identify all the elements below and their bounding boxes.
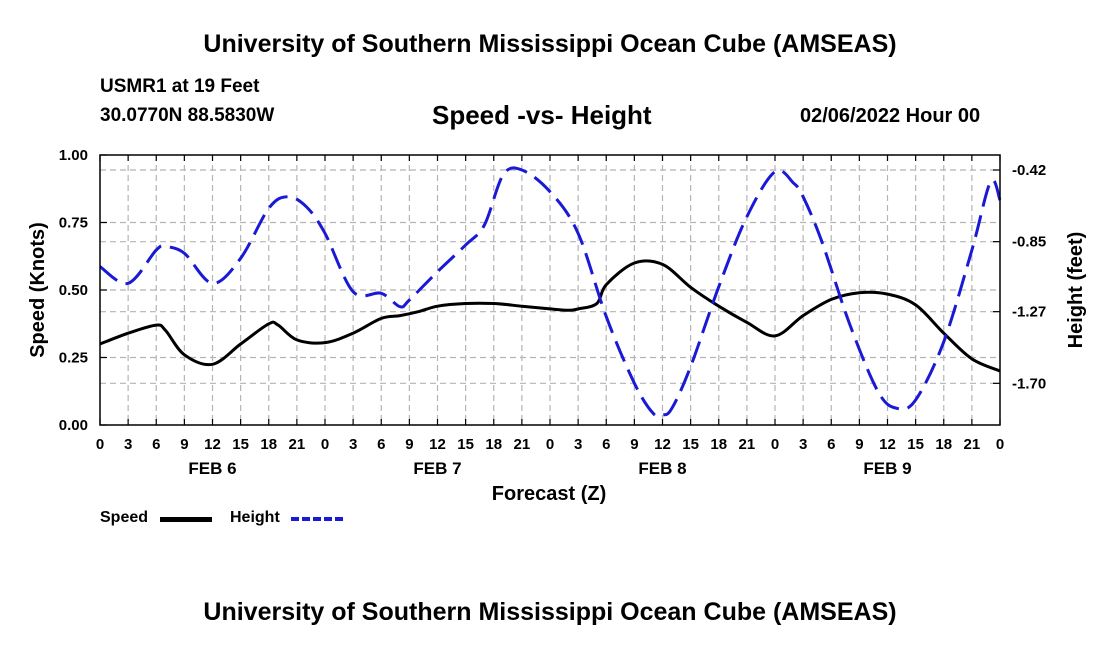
x-tick-label: 3 xyxy=(349,436,357,453)
height-series-line xyxy=(99,166,1002,418)
y2-tick-label: -1.70 xyxy=(1012,375,1046,392)
x-tick-label: 0 xyxy=(321,436,329,453)
y2-tick-label: -0.42 xyxy=(1012,162,1046,179)
y2-tick-label: -0.85 xyxy=(1012,234,1046,251)
y2-axis-title: Height (feet) xyxy=(1065,232,1087,349)
legend-speed-swatch xyxy=(160,517,212,522)
x-tick-label: 12 xyxy=(879,436,896,453)
x-tick-label: 3 xyxy=(799,436,807,453)
x-tick-label: 12 xyxy=(429,436,446,453)
x-tick-label: 6 xyxy=(152,436,160,453)
x-tick-label: 12 xyxy=(654,436,671,453)
station-name: USMR1 at 19 Feet xyxy=(100,76,260,97)
x-tick-label: 18 xyxy=(260,436,277,453)
x-tick-label: 9 xyxy=(855,436,863,453)
y-axis-title: Speed (Knots) xyxy=(27,222,49,358)
day-label: FEB 6 xyxy=(188,459,236,478)
day-label: FEB 7 xyxy=(413,459,461,478)
x-tick-label: 18 xyxy=(935,436,952,453)
x-tick-label: 0 xyxy=(996,436,1004,453)
x-tick-label: 12 xyxy=(204,436,221,453)
x-tick-label: 6 xyxy=(827,436,835,453)
x-tick-label: 9 xyxy=(405,436,413,453)
y-tick-label: 1.00 xyxy=(59,147,88,164)
x-tick-label: 6 xyxy=(377,436,385,453)
legend-speed-label: Speed xyxy=(100,509,149,526)
axis-ticks: 0 3 6 9 12 15 18 21 0 3 6 9 12 15 18 21 0 3 6 9 12 15 18 21 0 3 6 9… xyxy=(59,147,1046,478)
x-tick-label: 15 xyxy=(682,436,699,453)
x-tick-label: 18 xyxy=(710,436,727,453)
grid xyxy=(100,155,1000,425)
x-tick-label: 9 xyxy=(630,436,638,453)
chart-title: University of Southern Mississippi Ocean… xyxy=(203,30,897,58)
x-tick-label: 3 xyxy=(124,436,132,453)
x-tick-label: 6 xyxy=(602,436,610,453)
y-tick-label: 0.75 xyxy=(59,215,88,232)
x-tick-label: 18 xyxy=(485,436,502,453)
speed-series-line xyxy=(99,259,1001,373)
station-coordinates: 30.0770N 88.5830W xyxy=(100,105,275,126)
x-axis-title: Forecast (Z) xyxy=(492,483,606,505)
y-tick-label: 0.00 xyxy=(59,417,88,434)
x-tick-label: 9 xyxy=(180,436,188,453)
x-tick-label: 21 xyxy=(289,436,306,453)
x-tick-label: 21 xyxy=(964,436,981,453)
y2-tick-label: -1.27 xyxy=(1012,304,1046,321)
y-tick-label: 0.50 xyxy=(59,282,88,299)
day-label: FEB 8 xyxy=(638,459,686,478)
x-tick-label: 21 xyxy=(739,436,756,453)
series-layer xyxy=(99,166,1002,418)
day-label: FEB 9 xyxy=(863,459,911,478)
x-tick-label: 15 xyxy=(907,436,924,453)
x-tick-label: 21 xyxy=(514,436,531,453)
legend-height-label: Height xyxy=(230,509,280,526)
x-tick-label: 0 xyxy=(771,436,779,453)
y-tick-label: 0.25 xyxy=(59,350,88,367)
x-tick-label: 0 xyxy=(546,436,554,453)
x-tick-label: 15 xyxy=(232,436,249,453)
footer-title: University of Southern Mississippi Ocean… xyxy=(203,598,897,626)
forecast-date: 02/06/2022 Hour 00 xyxy=(800,105,981,127)
x-tick-label: 15 xyxy=(457,436,474,453)
x-tick-label: 3 xyxy=(574,436,582,453)
legend-height-swatch xyxy=(291,517,343,521)
chart-subtitle: Speed -vs- Height xyxy=(432,100,652,130)
x-tick-label: 0 xyxy=(96,436,104,453)
